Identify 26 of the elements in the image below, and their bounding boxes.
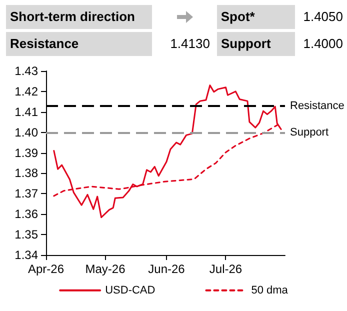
- ref-line-label: Support: [290, 126, 329, 138]
- text: 1.4000: [302, 35, 344, 53]
- y-tick-label: 1.39: [14, 146, 38, 160]
- x-tick-label: Apr-26: [28, 262, 64, 276]
- legend-label: 50 dma: [251, 284, 289, 296]
- y-tick-label: 1.36: [14, 207, 38, 222]
- y-tick-label: 1.43: [14, 64, 38, 78]
- ref-line-label: Resistance: [290, 100, 344, 112]
- y-tick-label: 1.35: [14, 228, 38, 242]
- x-tick-label: Jun-26: [148, 262, 186, 276]
- y-tick-label: 1.42: [14, 84, 38, 98]
- y-tick-label: 1.41: [14, 104, 38, 119]
- y-tick-label: 1.34: [14, 248, 38, 262]
- legend-label: USD-CAD: [105, 284, 156, 296]
- text: 1.4130: [169, 35, 211, 53]
- text: Short-term direction: [6, 5, 152, 29]
- x-tick-label: Jul-26: [209, 262, 242, 276]
- y-tick-label: 1.37: [14, 186, 38, 201]
- line-series: [53, 84, 282, 218]
- text: Spot*: [216, 5, 296, 29]
- y-tick-label: 1.40: [14, 125, 38, 140]
- text: 1.4050: [302, 8, 344, 26]
- y-tick-label: 1.38: [14, 166, 38, 180]
- text: Resistance: [6, 32, 152, 56]
- x-tick-label: May-26: [85, 262, 126, 276]
- text: Support: [216, 32, 296, 56]
